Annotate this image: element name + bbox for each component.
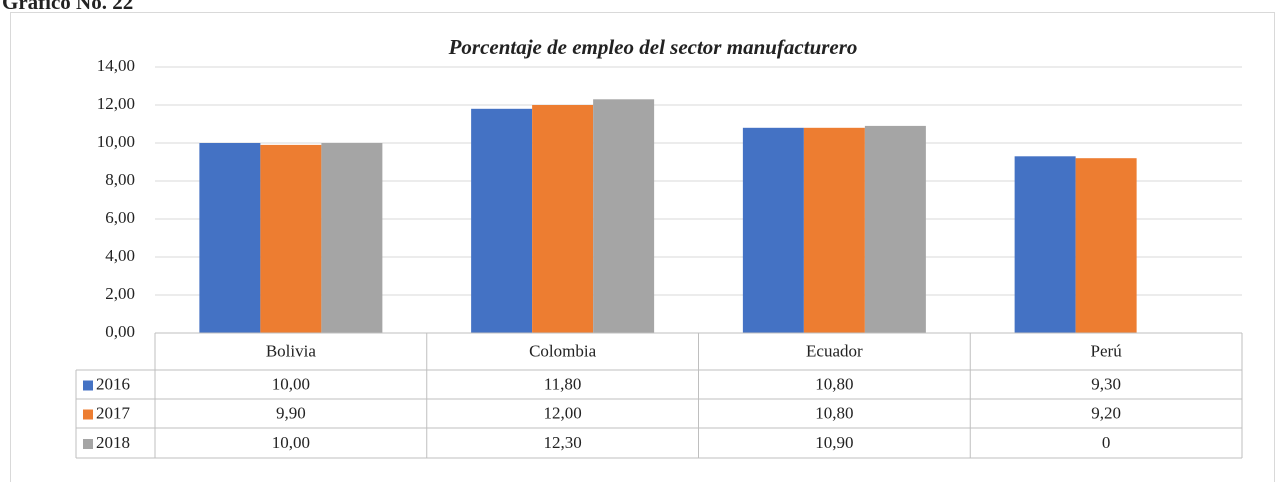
y-tick-label: 14,00 [97,56,135,75]
y-tick-label: 12,00 [97,94,135,113]
legend-key [83,409,93,420]
table-value: 10,80 [815,403,853,422]
table-value: 0 [1102,433,1111,452]
legend-key [83,439,93,449]
table-value: 9,90 [276,403,306,422]
bar [199,143,261,333]
y-tick-label: 6,00 [105,208,135,227]
legend-key [83,380,93,391]
bar [742,127,804,333]
chart-border [10,12,1275,482]
y-tick-label: 2,00 [105,284,135,303]
bar [321,143,383,333]
bar [593,99,655,333]
legend-label: 2016 [96,374,130,393]
legend-label: 2018 [96,433,130,452]
bar [864,125,926,334]
table-value: 11,80 [544,374,582,393]
bar [1014,156,1076,333]
table-value: 10,00 [272,374,310,393]
table-value: 9,30 [1091,374,1121,393]
figure-heading: Gráfico No. 22 [2,0,133,14]
table-value: 10,90 [815,433,853,452]
table-value: 9,20 [1091,403,1121,422]
y-tick-label: 8,00 [105,170,135,189]
x-tick-label: Ecuador [806,341,863,360]
bar [803,127,865,333]
y-tick-label: 4,00 [105,246,135,265]
table-value: 10,80 [815,374,853,393]
bar [260,144,322,333]
table-value: 12,00 [544,403,582,422]
bar [532,105,594,333]
table-value: 12,30 [544,433,582,452]
bar [471,108,533,333]
x-tick-label: Colombia [529,341,597,360]
x-tick-label: Perú [1091,341,1123,360]
legend-label: 2017 [96,403,131,422]
y-tick-label: 0,00 [105,322,135,341]
y-tick-label: 10,00 [97,132,135,151]
table-value: 10,00 [272,433,310,452]
bar [1075,158,1137,333]
chart-title: Porcentaje de empleo del sector manufact… [448,35,858,59]
x-tick-label: Bolivia [266,341,317,360]
